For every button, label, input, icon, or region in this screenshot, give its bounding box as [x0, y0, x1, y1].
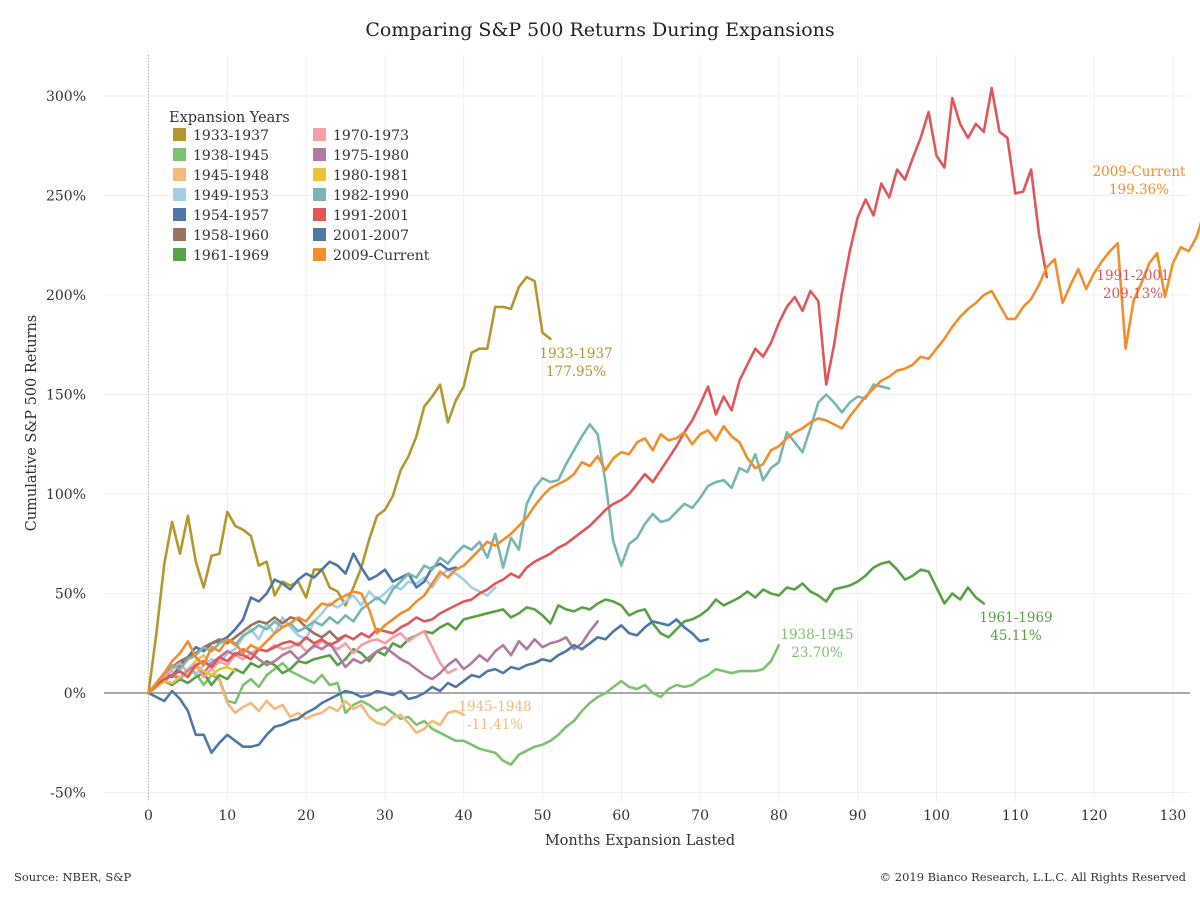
legend-entry-label: 2009-Current — [333, 248, 430, 264]
legend-entry-label: 1958-1960 — [193, 228, 269, 244]
legend-entry-label: 1982-1990 — [333, 188, 409, 204]
legend-swatch — [313, 168, 326, 181]
series-annotation: 1933-1937 — [539, 346, 612, 362]
series-annotation: 1945-1948 — [458, 699, 531, 715]
series-annotation: 2009-Current — [1093, 164, 1187, 180]
copyright-note: © 2019 Bianco Research, L.L.C. All Right… — [880, 870, 1187, 884]
x-tick-label: 0 — [144, 808, 153, 824]
series-line-1961-1969 — [147, 560, 986, 695]
legend-entry-label: 1954-1957 — [193, 208, 269, 224]
x-axis-label: Months Expansion Lasted — [545, 833, 735, 849]
legend-swatch — [313, 148, 326, 161]
series-annotation: 209.13% — [1103, 286, 1163, 302]
x-tick-label: 30 — [376, 808, 394, 824]
x-tick-label: 90 — [849, 808, 867, 824]
legend-swatch — [173, 188, 186, 201]
y-tick-label: 150% — [46, 388, 86, 404]
x-tick-label: 120 — [1081, 808, 1108, 824]
y-axis-label: Cumulative S&P 500 Returns — [24, 315, 40, 532]
legend-swatch — [313, 228, 326, 241]
x-tick-label: 110 — [1002, 808, 1029, 824]
legend-entry-label: 1980-1981 — [333, 168, 409, 184]
y-tick-label: 50% — [55, 587, 86, 603]
legend-entry-label: 1970-1973 — [333, 128, 409, 144]
source-note: Source: NBER, S&P — [14, 870, 131, 884]
x-tick-label: 100 — [923, 808, 950, 824]
y-tick-label: 0% — [64, 686, 86, 702]
y-tick-label: 100% — [46, 487, 86, 503]
legend-swatch — [313, 248, 326, 261]
series-lines — [147, 86, 1200, 766]
legend-swatch — [173, 228, 186, 241]
series-line-1933-1937 — [147, 275, 552, 695]
legend-swatch — [173, 128, 186, 141]
x-axis-ticks: 0 10 20 30 40 50 60 70 80 90 100 110 120 130 — [144, 808, 1186, 824]
series-annotation: 199.36% — [1109, 182, 1169, 198]
series-line-1975-1980 — [147, 620, 600, 695]
x-tick-label: 130 — [1160, 808, 1187, 824]
legend-entry-label: 2001-2007 — [333, 228, 409, 244]
grid — [104, 55, 1190, 802]
x-tick-label: 40 — [455, 808, 473, 824]
series-line-1982-1990 — [147, 383, 891, 695]
y-tick-label: 300% — [46, 89, 86, 105]
series-annotation: 1961-1969 — [979, 610, 1052, 626]
series-annotations: 1933-1937 177.95% 1938-1945 23.70% 1945-1948… — [458, 164, 1186, 733]
legend: Expansion Years 1933-1937 1938-1945 1945-1… — [169, 110, 430, 264]
series-line-1945-1948 — [147, 653, 466, 735]
x-tick-label: 50 — [534, 808, 552, 824]
x-tick-label: 70 — [691, 808, 709, 824]
legend-entry-label: 1991-2001 — [333, 208, 409, 224]
legend-swatch — [313, 188, 326, 201]
series-annotation: 45.11% — [990, 628, 1042, 644]
legend-swatch — [173, 248, 186, 261]
series-line-1991-2001 — [147, 86, 1049, 695]
chart-title: Comparing S&P 500 Returns During Expansi… — [365, 19, 834, 41]
series-annotation: 1991-2001 — [1096, 268, 1169, 284]
legend-swatch — [313, 208, 326, 221]
y-tick-label: 200% — [46, 288, 86, 304]
legend-swatch — [173, 148, 186, 161]
series-annotation: 1938-1945 — [780, 627, 853, 643]
x-tick-label: 20 — [297, 808, 315, 824]
series-line-1938-1945 — [147, 643, 781, 766]
y-tick-label: 250% — [46, 189, 86, 205]
x-tick-label: 10 — [218, 808, 236, 824]
series-annotation: 177.95% — [546, 364, 606, 380]
x-tick-label: 80 — [770, 808, 788, 824]
legend-swatch — [173, 168, 186, 181]
series-line-2009-Current — [147, 221, 1200, 695]
legend-entry-label: 1949-1953 — [193, 188, 269, 204]
legend-entry-label: 1961-1969 — [193, 248, 269, 264]
y-tick-label: -50% — [50, 786, 86, 802]
y-axis-ticks: 300% 250% 200% 150% 100% 50% 0% -50% — [46, 89, 86, 802]
legend-swatch — [313, 128, 326, 141]
series-annotation: 23.70% — [791, 645, 843, 661]
legend-title: Expansion Years — [169, 110, 290, 126]
legend-swatch — [173, 208, 186, 221]
legend-entry-label: 1945-1948 — [193, 168, 269, 184]
series-line-1958-1960 — [147, 616, 347, 695]
series-line-2001-2007 — [147, 618, 710, 755]
series-annotation: -11.41% — [467, 717, 523, 733]
x-tick-label: 60 — [612, 808, 630, 824]
series-line-1970-1973 — [147, 629, 458, 695]
legend-entry-label: 1975-1980 — [333, 148, 409, 164]
legend-entry-label: 1938-1945 — [193, 148, 269, 164]
legend-entry-label: 1933-1937 — [193, 128, 269, 144]
